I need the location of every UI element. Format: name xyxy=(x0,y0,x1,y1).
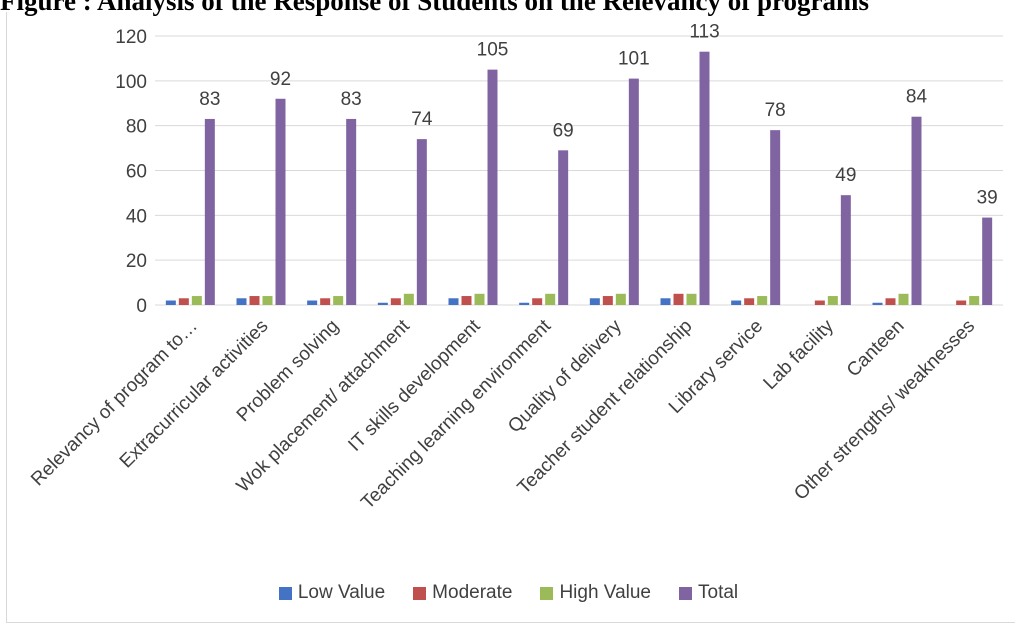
legend-label: Total xyxy=(698,582,739,603)
bar-moderate xyxy=(461,296,472,305)
y-tick-label: 20 xyxy=(126,251,147,272)
data-label: 69 xyxy=(553,120,574,141)
data-label: 113 xyxy=(689,22,719,43)
bar-total xyxy=(416,139,427,305)
legend-swatch xyxy=(679,586,692,600)
bar-total xyxy=(204,118,215,305)
y-tick-label: 80 xyxy=(126,117,147,138)
bar-moderate xyxy=(814,300,825,305)
y-tick-label: 120 xyxy=(115,27,147,48)
bar-high-value xyxy=(757,296,768,305)
bar-total xyxy=(840,195,851,305)
bar-low-value xyxy=(660,298,671,305)
data-label: 83 xyxy=(199,89,220,110)
chart-legend: Low Value Moderate High Value Total xyxy=(0,582,1017,604)
legend-label: Moderate xyxy=(432,582,513,603)
legend-item: Total xyxy=(679,582,738,604)
bar-moderate xyxy=(178,298,189,305)
legend-swatch xyxy=(278,586,292,600)
data-label: 92 xyxy=(270,69,291,90)
bar-low-value xyxy=(377,302,388,305)
bar-moderate xyxy=(956,300,967,305)
bar-low-value xyxy=(165,300,176,305)
bar-moderate xyxy=(744,298,755,305)
bar-high-value xyxy=(333,296,344,305)
bar-high-value xyxy=(474,293,485,305)
bar-moderate xyxy=(320,298,331,305)
bar-low-value xyxy=(589,298,600,305)
bar-total xyxy=(982,217,993,305)
bar-moderate xyxy=(390,298,401,305)
bar-total xyxy=(275,98,286,306)
bar-low-value xyxy=(519,302,530,305)
legend-swatch xyxy=(413,586,427,600)
bar-moderate xyxy=(885,298,896,305)
bar-high-value xyxy=(898,293,909,305)
bar-high-value xyxy=(545,293,556,305)
figure-caption: Figure : Analysis of the Response of Stu… xyxy=(0,0,870,16)
bar-moderate xyxy=(249,296,260,305)
bar-low-value xyxy=(307,300,318,305)
legend-label: Low Value xyxy=(297,582,386,603)
bar-total xyxy=(911,116,922,305)
bar-high-value xyxy=(969,296,980,305)
bar-high-value xyxy=(191,296,202,305)
data-label: 105 xyxy=(477,40,509,61)
bar-total xyxy=(346,118,357,305)
bar-total xyxy=(628,78,639,305)
data-label: 78 xyxy=(765,100,786,121)
bar-moderate xyxy=(532,298,543,305)
bar-high-value xyxy=(686,293,697,305)
y-tick-label: 100 xyxy=(115,72,147,93)
y-tick-label: 60 xyxy=(126,162,147,183)
x-category-label: IT skills development xyxy=(344,315,485,456)
bar-low-value xyxy=(448,298,459,305)
bar-total xyxy=(487,69,498,305)
data-label: 84 xyxy=(906,87,928,108)
data-label: 39 xyxy=(977,188,998,209)
legend-item: Moderate xyxy=(413,582,512,604)
bar-low-value xyxy=(872,302,883,305)
legend-item: Low Value xyxy=(278,582,386,604)
legend-label: High Value xyxy=(559,582,651,603)
y-tick-label: 0 xyxy=(136,296,147,317)
x-category-label: Canteen xyxy=(843,316,909,382)
bar-high-value xyxy=(615,293,626,305)
bar-low-value xyxy=(236,298,247,305)
data-label: 83 xyxy=(341,89,362,110)
legend-swatch xyxy=(540,586,554,600)
y-tick-label: 40 xyxy=(126,206,147,227)
bar-total xyxy=(770,130,781,305)
data-label: 74 xyxy=(411,109,433,130)
data-label: 49 xyxy=(835,165,856,186)
data-label: 101 xyxy=(618,49,650,70)
bar-high-value xyxy=(827,296,838,305)
bar-high-value xyxy=(403,293,414,305)
bar-total xyxy=(558,150,569,305)
bar-moderate xyxy=(602,296,613,305)
legend-item: High Value xyxy=(540,582,651,604)
x-category-label: Lab facility xyxy=(760,315,839,394)
bar-high-value xyxy=(262,296,273,305)
bar-moderate xyxy=(673,293,684,305)
bar-low-value xyxy=(731,300,742,305)
chart-frame xyxy=(6,12,1015,623)
bar-total xyxy=(699,51,710,305)
